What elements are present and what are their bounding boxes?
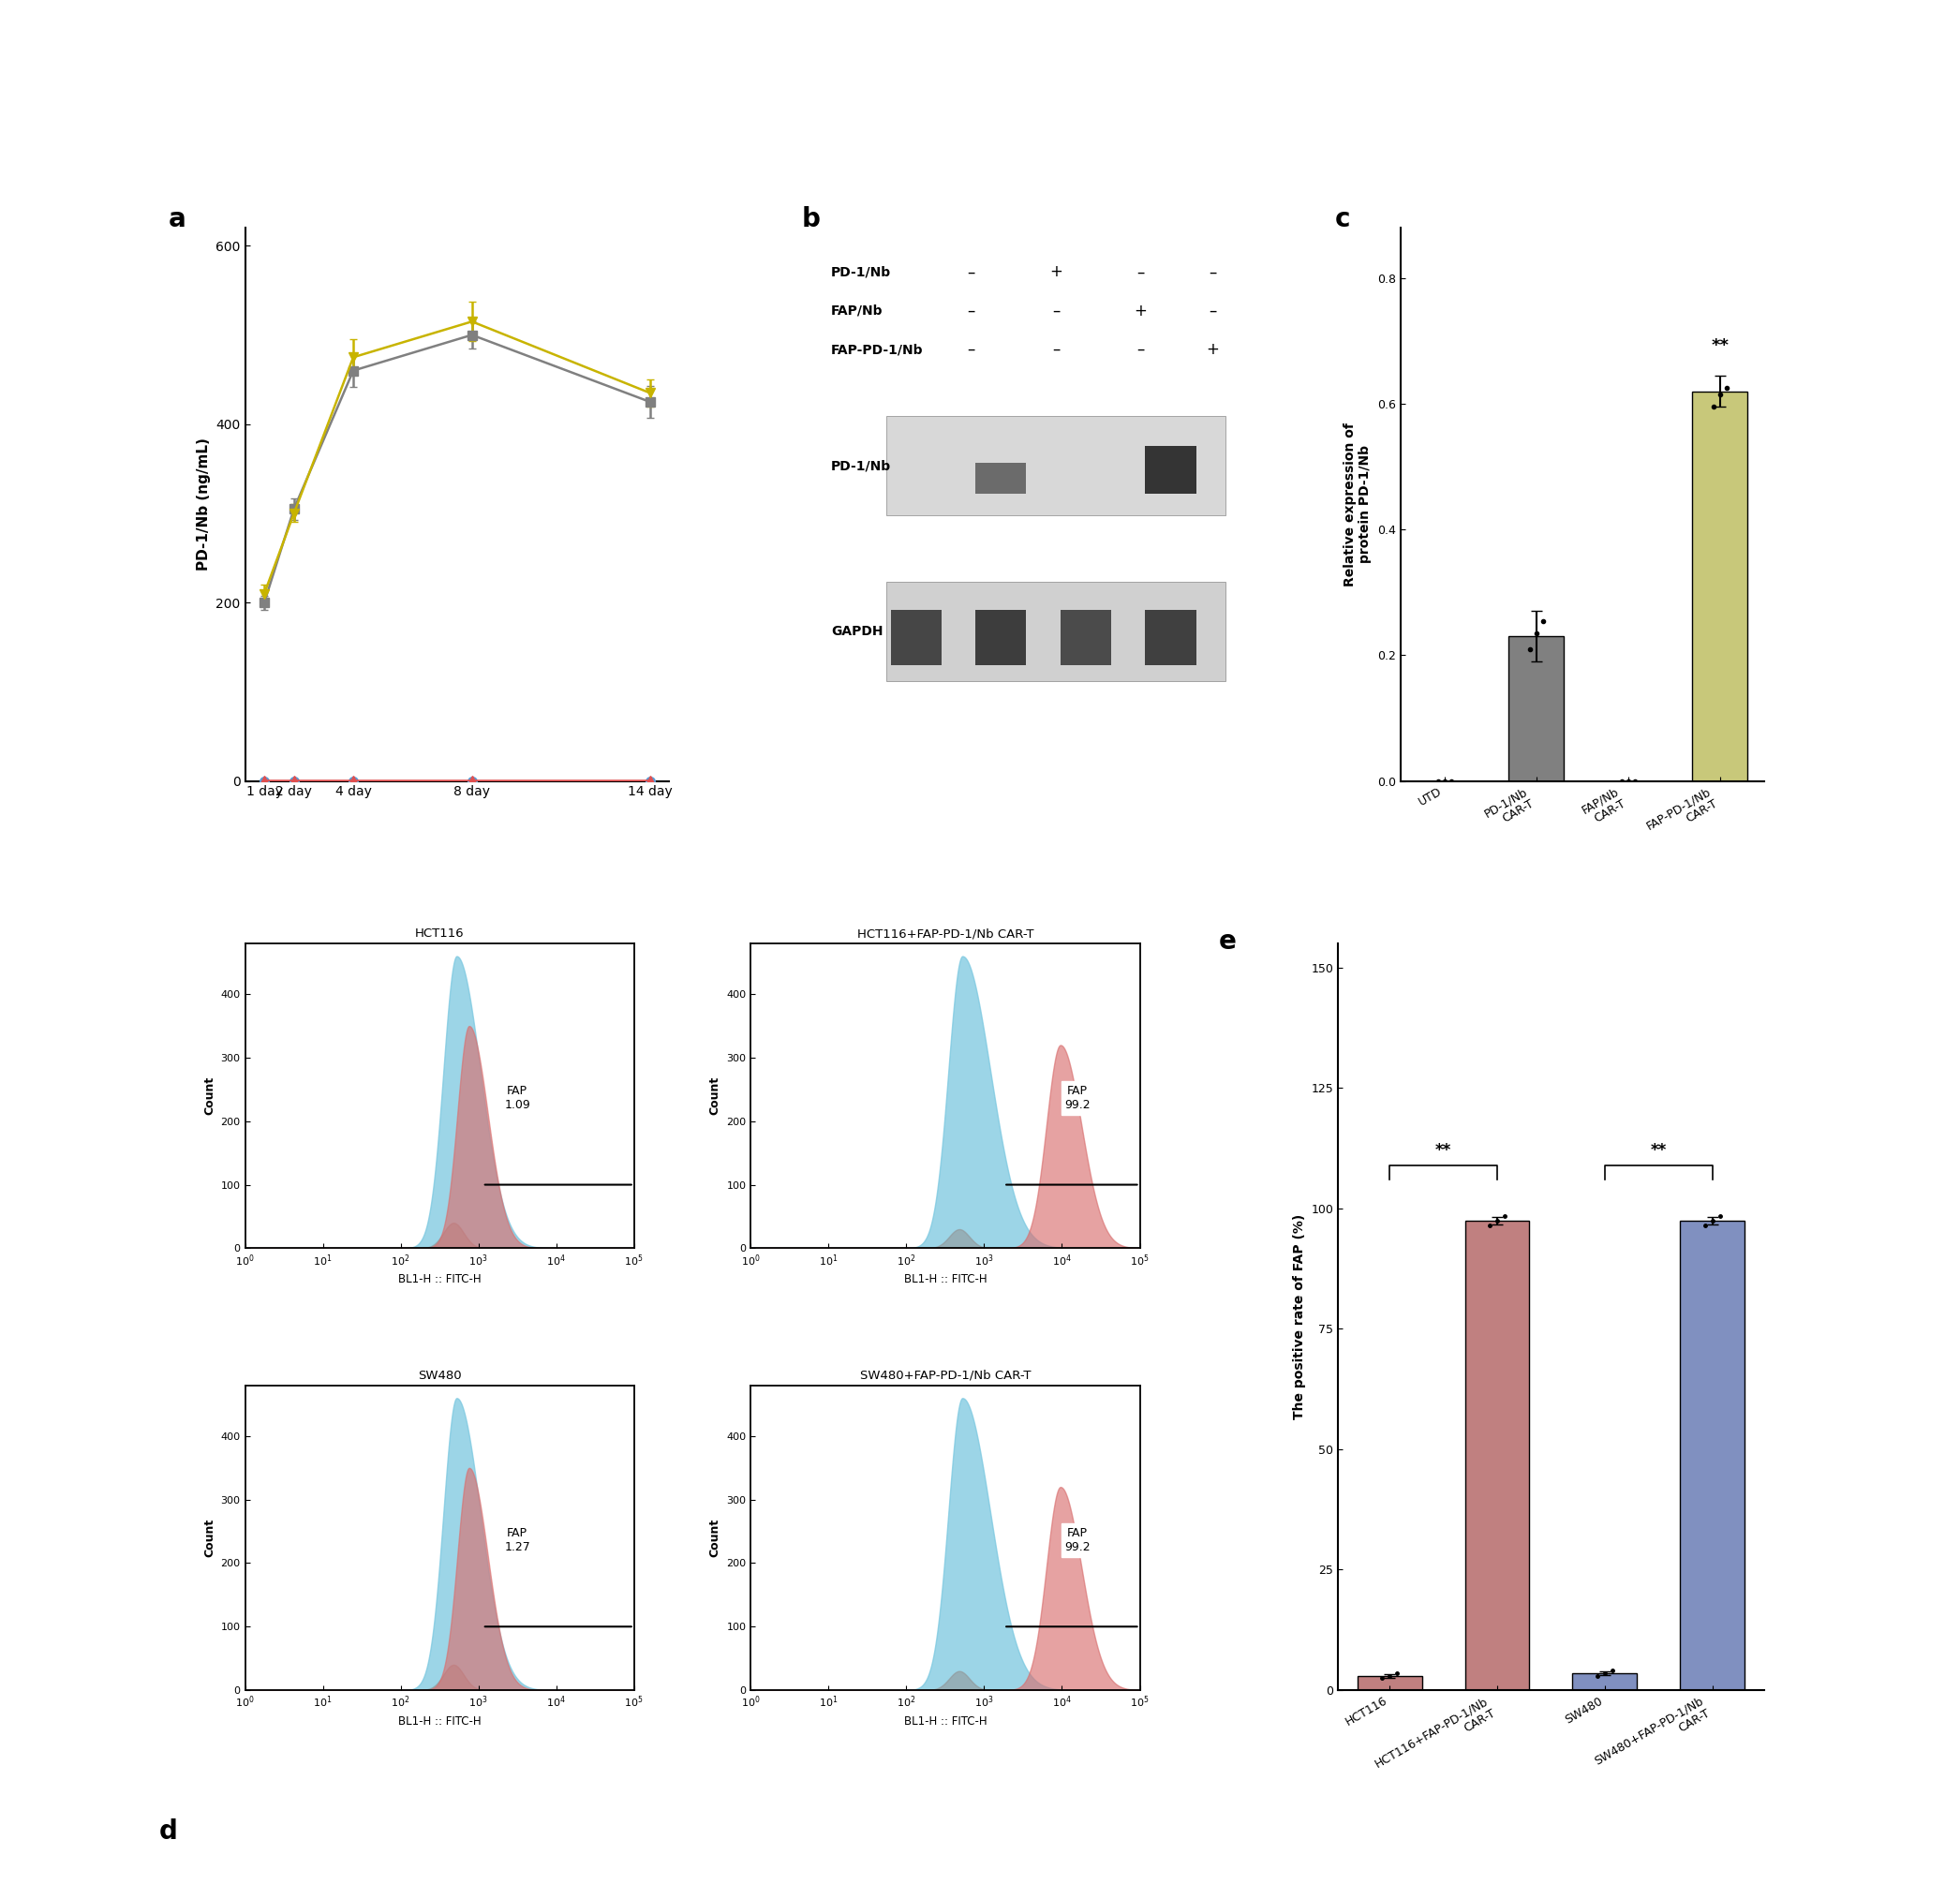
Y-axis label: PD-1/Nb (ng/mL): PD-1/Nb (ng/mL) [196, 439, 210, 572]
Text: a: a [169, 205, 186, 232]
Bar [886, 581, 1225, 682]
Text: –: – [966, 302, 974, 319]
Bar [890, 610, 941, 665]
Bar [1356, 1675, 1421, 1690]
Bar [1691, 391, 1748, 780]
Title: SW480: SW480 [417, 1369, 461, 1382]
Bar [1509, 636, 1564, 780]
Text: –: – [1137, 264, 1145, 281]
Y-axis label: Count: Count [204, 1077, 216, 1115]
Legend: UTD, PD-1/Nb CAR-T, FAP/Nb CAR-T, FAP-PD-1/Nb CAR-T: UTD, PD-1/Nb CAR-T, FAP/Nb CAR-T, FAP-PD… [251, 986, 414, 1062]
Text: –: – [1053, 302, 1060, 319]
X-axis label: BL1-H :: FITC-H: BL1-H :: FITC-H [904, 1274, 986, 1286]
Title: SW480+FAP-PD-1/Nb CAR-T: SW480+FAP-PD-1/Nb CAR-T [860, 1369, 1031, 1382]
Text: FAP
1.09: FAP 1.09 [504, 1084, 531, 1111]
Title: HCT116+FAP-PD-1/Nb CAR-T: HCT116+FAP-PD-1/Nb CAR-T [857, 927, 1033, 940]
Text: FAP-PD-1/Nb: FAP-PD-1/Nb [831, 344, 923, 357]
Bar [1145, 610, 1196, 665]
X-axis label: BL1-H :: FITC-H: BL1-H :: FITC-H [904, 1715, 986, 1728]
X-axis label: BL1-H :: FITC-H: BL1-H :: FITC-H [398, 1715, 480, 1728]
Text: **: ** [1650, 1143, 1666, 1158]
Bar [1464, 1221, 1529, 1690]
Text: –: – [1209, 302, 1217, 319]
X-axis label: BL1-H :: FITC-H: BL1-H :: FITC-H [398, 1274, 480, 1286]
Text: –: – [1053, 342, 1060, 359]
Text: d: d [159, 1817, 178, 1844]
Text: –: – [1209, 264, 1217, 281]
Text: +: + [1207, 342, 1219, 359]
Bar [886, 416, 1225, 515]
Title: HCT116: HCT116 [416, 927, 465, 940]
Text: FAP
1.27: FAP 1.27 [504, 1527, 531, 1553]
Text: FAP
99.2: FAP 99.2 [1064, 1084, 1090, 1111]
Bar [976, 463, 1027, 494]
Text: –: – [966, 264, 974, 281]
Bar [1145, 446, 1196, 494]
Bar [1680, 1221, 1744, 1690]
Text: e: e [1219, 929, 1237, 955]
Text: +: + [1135, 302, 1147, 319]
Y-axis label: Count: Count [710, 1519, 721, 1557]
Text: FAP/Nb: FAP/Nb [831, 304, 884, 317]
Text: –: – [1137, 342, 1145, 359]
Y-axis label: Relative expression of
protein PD-1/Nb: Relative expression of protein PD-1/Nb [1345, 422, 1372, 587]
Y-axis label: Count: Count [710, 1077, 721, 1115]
Text: PD-1/Nb: PD-1/Nb [831, 460, 892, 473]
Bar [1572, 1673, 1637, 1690]
Text: b: b [802, 205, 819, 232]
Text: –: – [966, 342, 974, 359]
Bar [1060, 610, 1111, 665]
Y-axis label: The positive rate of FAP (%): The positive rate of FAP (%) [1294, 1213, 1305, 1419]
Text: GAPDH: GAPDH [831, 625, 884, 638]
Text: FAP
99.2: FAP 99.2 [1064, 1527, 1090, 1553]
Y-axis label: Count: Count [204, 1519, 216, 1557]
Text: **: ** [1435, 1143, 1452, 1158]
Text: PD-1/Nb: PD-1/Nb [831, 266, 892, 279]
Text: +: + [1049, 264, 1062, 281]
Bar [976, 610, 1027, 665]
Text: c: c [1335, 205, 1350, 232]
Text: **: ** [1711, 338, 1729, 355]
